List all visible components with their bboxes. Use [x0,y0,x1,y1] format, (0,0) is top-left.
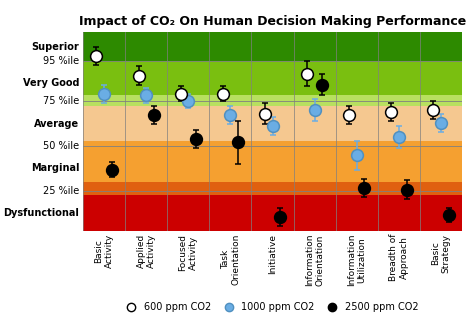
Bar [83,141,462,152]
Point [395,134,403,140]
Point [430,107,438,112]
Text: Superior: Superior [31,42,79,52]
Point [303,71,311,76]
Point [142,93,150,98]
Bar [83,95,462,106]
Point [319,82,326,87]
Text: Marginal: Marginal [31,163,79,173]
Text: 25 %ile: 25 %ile [43,186,79,196]
Bar [83,195,462,231]
Point [311,107,319,112]
Title: Impact of CO₂ On Human Decision Making Performance: Impact of CO₂ On Human Decision Making P… [79,15,466,28]
Point [346,113,353,118]
Point [227,113,234,118]
Point [269,124,276,129]
Point [177,91,184,96]
Legend: 600 ppm CO2, 1000 ppm CO2, 2500 ppm CO2: 600 ppm CO2, 1000 ppm CO2, 2500 ppm CO2 [118,298,422,316]
Bar [83,106,462,141]
Bar [83,61,462,68]
Point [150,113,157,118]
Bar [83,68,462,95]
Point [353,152,361,158]
Point [438,120,445,125]
Point [403,187,410,192]
Bar [83,152,462,182]
Text: Very Good: Very Good [23,78,79,88]
Point [445,212,453,217]
Point [92,53,100,58]
Point [108,167,115,172]
Point [276,214,284,219]
Text: Average: Average [34,119,79,129]
Point [361,185,368,190]
Text: 95 %ile: 95 %ile [43,56,79,66]
Bar [83,32,462,61]
Point [219,91,227,96]
Bar [83,182,462,195]
Point [234,140,242,145]
Point [261,111,269,116]
Point [388,109,395,114]
Point [184,98,192,103]
Point [192,136,200,142]
Text: 50 %ile: 50 %ile [43,141,79,151]
Text: 75 %ile: 75 %ile [43,96,79,106]
Point [100,91,108,96]
Point [135,73,142,78]
Text: Dysfunctional: Dysfunctional [3,208,79,218]
